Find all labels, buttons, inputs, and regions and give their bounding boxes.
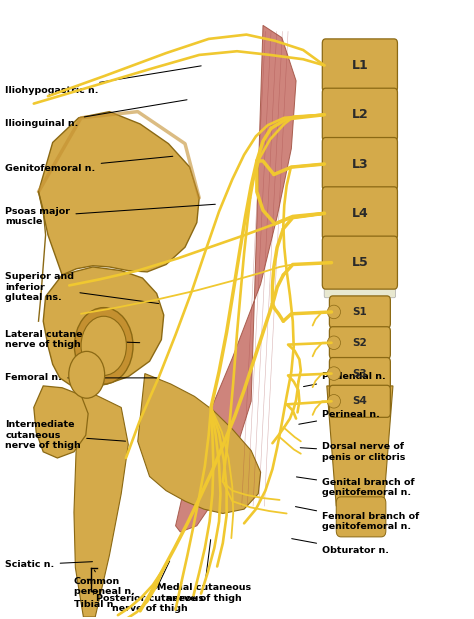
FancyBboxPatch shape [331, 353, 389, 368]
FancyBboxPatch shape [324, 135, 396, 150]
Text: Perineal n.: Perineal n. [299, 410, 380, 424]
FancyBboxPatch shape [322, 137, 398, 191]
Text: Ilioinguinal n.: Ilioinguinal n. [5, 100, 187, 129]
FancyBboxPatch shape [322, 39, 398, 92]
Circle shape [74, 308, 133, 384]
Text: Pudendal n.: Pudendal n. [303, 372, 386, 387]
Polygon shape [175, 25, 296, 532]
Text: Tibial n.: Tibial n. [74, 594, 117, 608]
Text: Sciatic n.: Sciatic n. [5, 560, 92, 569]
FancyBboxPatch shape [331, 322, 389, 337]
Text: Femoral n.: Femoral n. [5, 373, 159, 383]
Text: S4: S4 [353, 396, 367, 406]
Text: Psoas major
muscle: Psoas major muscle [5, 204, 215, 226]
Polygon shape [43, 267, 164, 387]
Ellipse shape [327, 305, 340, 319]
Polygon shape [327, 386, 393, 506]
Text: Superior and
inferior
gluteal ns.: Superior and inferior gluteal ns. [5, 272, 159, 303]
Text: Genitofemoral n.: Genitofemoral n. [5, 156, 173, 173]
FancyBboxPatch shape [322, 187, 398, 240]
Text: Medial cutaneous
nerve of thigh: Medial cutaneous nerve of thigh [157, 540, 251, 602]
Text: Lateral cutaneous
nerve of thigh: Lateral cutaneous nerve of thigh [5, 330, 140, 349]
FancyBboxPatch shape [331, 383, 389, 398]
Text: S1: S1 [353, 307, 367, 317]
Text: S3: S3 [353, 368, 367, 379]
Text: L5: L5 [352, 256, 368, 269]
FancyBboxPatch shape [322, 89, 398, 141]
Text: L3: L3 [352, 157, 368, 170]
Text: Femoral branch of
genitofemoral n.: Femoral branch of genitofemoral n. [295, 506, 419, 531]
Ellipse shape [327, 367, 340, 380]
FancyBboxPatch shape [329, 358, 391, 389]
Ellipse shape [327, 336, 340, 350]
FancyBboxPatch shape [331, 411, 389, 426]
Text: Iliohypogastric n.: Iliohypogastric n. [5, 66, 201, 95]
FancyBboxPatch shape [336, 497, 386, 537]
Circle shape [81, 316, 127, 375]
Polygon shape [138, 374, 261, 514]
FancyBboxPatch shape [324, 86, 396, 100]
Polygon shape [34, 386, 88, 458]
Ellipse shape [327, 394, 340, 408]
Text: Dorsal nerve of
penis or clitoris: Dorsal nerve of penis or clitoris [300, 442, 405, 462]
Text: Obturator n.: Obturator n. [292, 539, 389, 555]
FancyBboxPatch shape [329, 385, 391, 417]
Text: L4: L4 [352, 207, 368, 220]
FancyBboxPatch shape [322, 236, 398, 289]
FancyBboxPatch shape [324, 233, 396, 248]
Text: L2: L2 [352, 108, 368, 121]
Text: Intermediate
cutaneous
nerve of thigh: Intermediate cutaneous nerve of thigh [5, 420, 126, 450]
Text: Posterior cutaneous
nerve of thigh: Posterior cutaneous nerve of thigh [96, 561, 203, 613]
Circle shape [69, 352, 105, 398]
FancyBboxPatch shape [329, 327, 391, 359]
Polygon shape [38, 111, 199, 275]
FancyBboxPatch shape [329, 296, 391, 328]
Text: Genital branch of
genitofemoral n.: Genital branch of genitofemoral n. [296, 477, 415, 497]
Text: Common
peroneal n.: Common peroneal n. [74, 570, 135, 596]
Text: L1: L1 [352, 59, 368, 72]
FancyBboxPatch shape [324, 283, 396, 298]
Text: S2: S2 [353, 338, 367, 348]
Polygon shape [74, 389, 128, 617]
FancyBboxPatch shape [324, 184, 396, 199]
